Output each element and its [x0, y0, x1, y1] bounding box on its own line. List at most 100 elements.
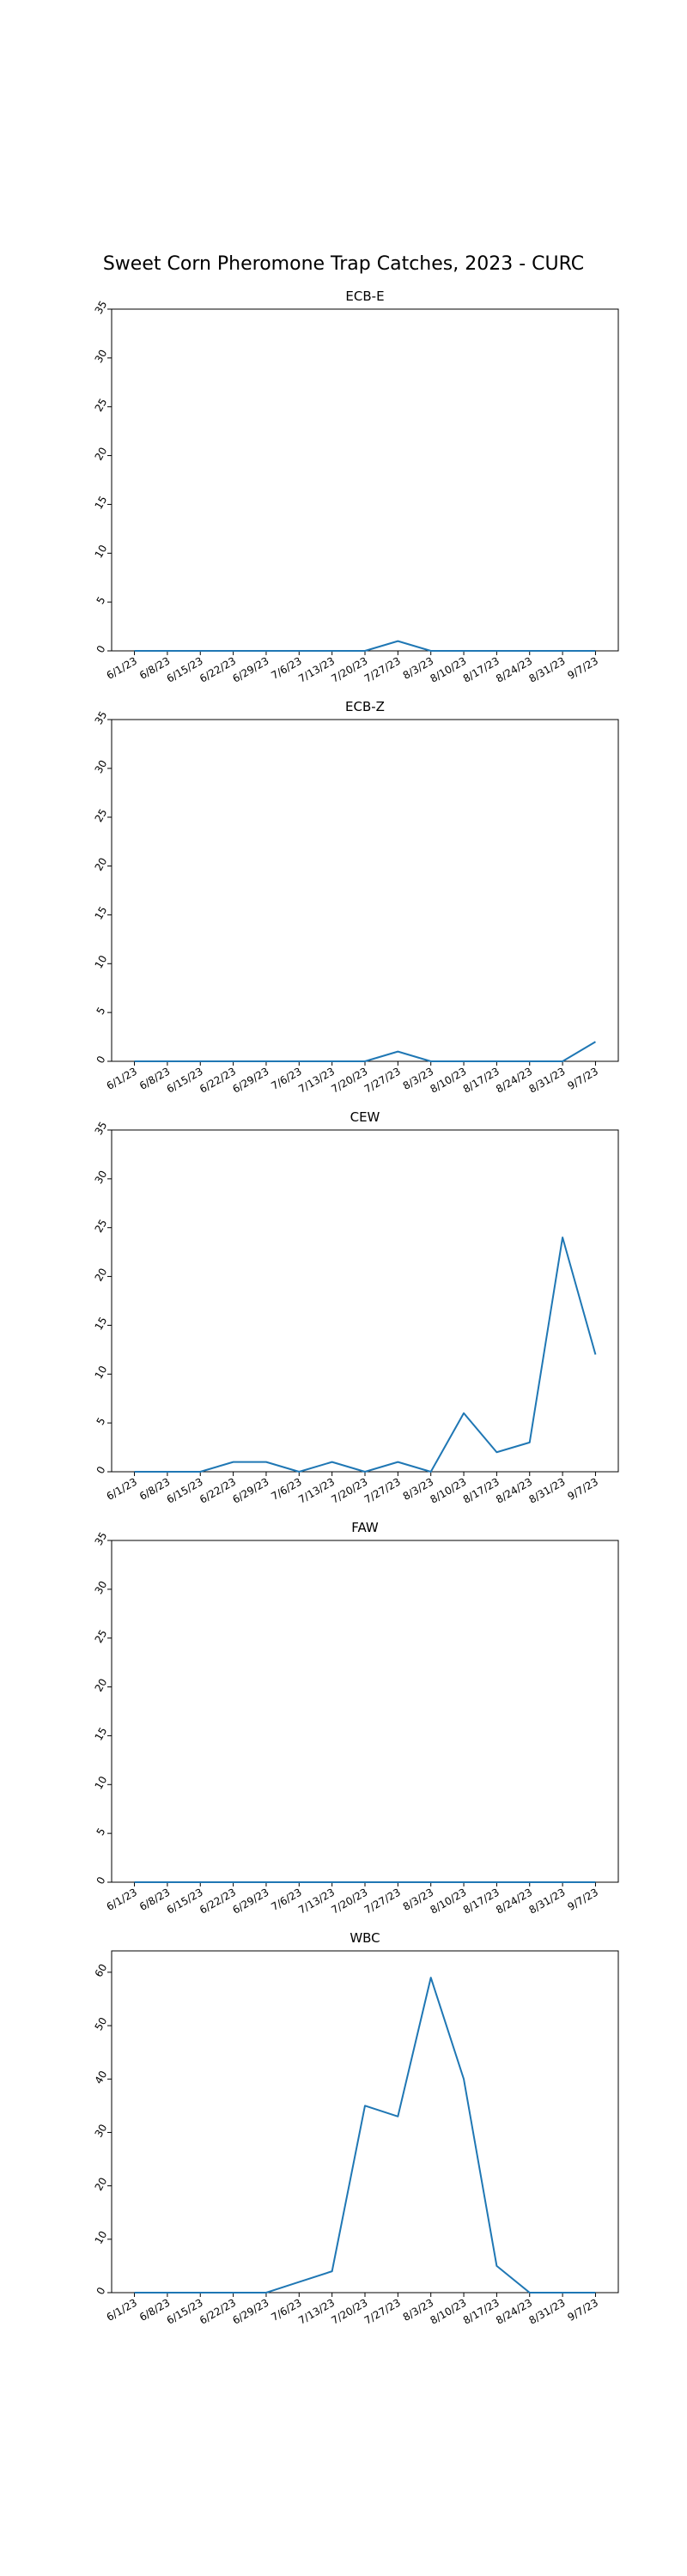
data-point [529, 1881, 531, 1883]
data-point [233, 650, 234, 652]
data-point [134, 1881, 136, 1883]
data-point [529, 1442, 531, 1443]
data-point [529, 1060, 531, 1062]
data-point [298, 1881, 300, 1883]
data-point [495, 650, 497, 652]
x-tick-label: 6/15/23 [165, 1475, 205, 1505]
data-point [233, 1881, 234, 1883]
plot-frame [111, 719, 619, 1062]
x-tick-label: 6/1/23 [105, 2296, 139, 2323]
y-tick-label: 20 [93, 445, 110, 462]
x-tick-label: 7/13/23 [296, 654, 337, 684]
data-point [364, 650, 366, 652]
data-point [134, 1060, 136, 1062]
x-tick-label: 9/7/23 [565, 654, 599, 681]
x-tick-label: 8/24/23 [494, 1886, 534, 1916]
y-tick-label: 10 [93, 1774, 110, 1791]
x-tick-label: 6/15/23 [165, 2296, 205, 2326]
data-point [397, 1051, 398, 1053]
x-tick-label: 8/17/23 [461, 1475, 502, 1505]
x-tick-label: 6/1/23 [105, 654, 139, 681]
y-tick-label: 20 [93, 2176, 110, 2193]
series-line [134, 640, 596, 652]
data-point [265, 1461, 267, 1463]
x-tick-label: 8/31/23 [527, 1475, 568, 1505]
data-point [495, 1451, 497, 1453]
x-tick-label: 9/7/23 [565, 2296, 599, 2323]
data-point [463, 2078, 465, 2080]
y-tick-label: 40 [93, 2069, 110, 2086]
y-tick-label: 30 [93, 758, 110, 775]
x-tick-label: 7/27/23 [362, 1475, 403, 1505]
x-tick-label: 6/15/23 [165, 1065, 205, 1095]
data-point [529, 650, 531, 652]
data-point [167, 650, 168, 652]
data-point [265, 650, 267, 652]
data-point [397, 641, 398, 642]
x-tick-label: 8/17/23 [461, 654, 502, 684]
series-line [134, 1041, 596, 1062]
x-tick-label: 6/22/23 [198, 654, 238, 684]
data-point [463, 1881, 465, 1883]
x-tick-label: 9/7/23 [565, 1886, 599, 1912]
x-tick-label: 6/15/23 [165, 1886, 205, 1916]
data-point [298, 2281, 300, 2283]
y-tick-label: 20 [93, 855, 110, 872]
data-point [594, 650, 596, 652]
figure-title: Sweet Corn Pheromone Trap Catches, 2023 … [102, 253, 585, 275]
y-tick-label: 35 [93, 1530, 110, 1547]
y-tick-label: 15 [93, 1725, 110, 1742]
data-point [364, 2105, 366, 2106]
chart-wbc: WBC01020304050606/1/236/8/236/15/236/22/… [93, 1930, 619, 2327]
x-tick-label: 6/22/23 [198, 1886, 238, 1916]
data-point [298, 1471, 300, 1473]
chart-title: ECB-Z [345, 699, 385, 714]
data-point [167, 2292, 168, 2293]
y-tick-label: 15 [93, 904, 110, 921]
x-tick-label: 7/20/23 [329, 654, 369, 684]
y-tick-label: 0 [94, 1464, 108, 1476]
data-point [430, 1977, 432, 1978]
y-tick-label: 10 [93, 1364, 110, 1381]
x-tick-label: 8/10/23 [428, 1065, 468, 1095]
plot-frame [111, 1950, 619, 2293]
data-point [495, 1060, 497, 1062]
x-tick-label: 6/1/23 [105, 1065, 139, 1091]
data-point [594, 1041, 596, 1042]
data-point [331, 2270, 333, 2272]
chart-faw: FAW051015202530356/1/236/8/236/15/236/22… [93, 1520, 619, 1917]
x-tick-label: 6/1/23 [105, 1475, 139, 1502]
y-tick-label: 0 [94, 1054, 108, 1066]
x-tick-label: 7/13/23 [296, 2296, 337, 2326]
data-point [233, 1060, 234, 1062]
plot-frame [111, 1540, 619, 1883]
y-tick-label: 10 [93, 2229, 110, 2246]
x-tick-label: 8/24/23 [494, 2296, 534, 2326]
data-point [199, 650, 201, 652]
y-tick-label: 30 [93, 2122, 110, 2139]
y-tick-label: 5 [94, 1005, 108, 1017]
x-tick-label: 7/20/23 [329, 1886, 369, 1916]
data-point [562, 1881, 563, 1883]
x-tick-label: 8/17/23 [461, 1065, 502, 1095]
data-point [594, 1354, 596, 1356]
y-tick-label: 35 [93, 709, 110, 726]
y-tick-label: 25 [93, 1218, 110, 1235]
chart-cew: CEW051015202530356/1/236/8/236/15/236/22… [93, 1109, 619, 1506]
data-point [562, 650, 563, 652]
data-point [167, 1471, 168, 1473]
y-tick-label: 35 [93, 299, 110, 316]
x-tick-label: 6/29/23 [230, 2296, 271, 2326]
x-tick-label: 8/31/23 [527, 2296, 568, 2326]
x-tick-label: 6/22/23 [198, 1065, 238, 1095]
y-tick-label: 15 [93, 494, 110, 511]
data-point [529, 2292, 531, 2293]
data-point [594, 1881, 596, 1883]
data-point [265, 1060, 267, 1062]
data-point [233, 2292, 234, 2293]
y-tick-label: 30 [93, 1169, 110, 1186]
data-point [331, 1461, 333, 1463]
x-tick-label: 8/31/23 [527, 1886, 568, 1916]
y-tick-label: 25 [93, 807, 110, 824]
y-tick-label: 5 [94, 1415, 108, 1427]
